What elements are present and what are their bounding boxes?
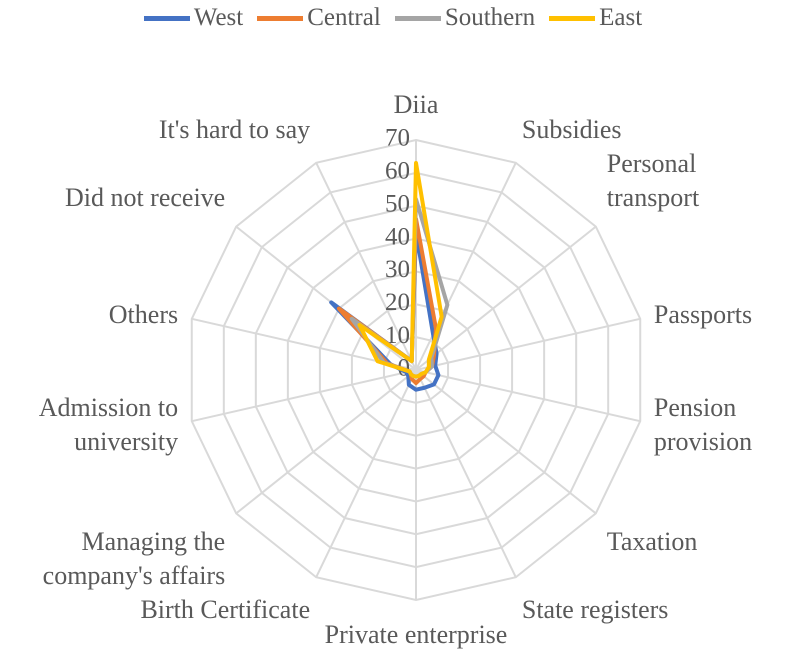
legend-label: East (599, 4, 643, 31)
spoke (315, 369, 417, 578)
spoke (415, 369, 641, 423)
r-tick-label: 20 (385, 289, 410, 316)
legend-swatch (394, 15, 441, 21)
spoke (315, 162, 417, 371)
legend-swatch (143, 15, 190, 21)
series-line (357, 161, 444, 379)
category-label: Diia (393, 90, 439, 119)
legend-label: Southern (444, 4, 536, 31)
category-label: Others (108, 299, 179, 329)
r-tick-label: 60 (385, 158, 410, 185)
legend-label: West (193, 4, 244, 31)
category-label: Admission to university (38, 393, 179, 457)
spoke (415, 225, 597, 371)
spoke (235, 225, 417, 371)
category-label: It's hard to say (158, 114, 311, 144)
r-tick-label: 30 (385, 256, 410, 283)
r-tick-label: 70 (385, 125, 410, 152)
category-label: Subsidies (521, 114, 622, 144)
spoke (235, 369, 417, 515)
spoke (415, 369, 597, 515)
category-label: Birth Certificate (140, 595, 311, 625)
category-label: Pension provision (653, 393, 753, 457)
spoke (415, 162, 517, 371)
r-tick-label: 50 (385, 190, 410, 217)
category-label: Personal transport (606, 149, 700, 213)
legend-swatch (257, 15, 304, 21)
r-tick-label: 40 (385, 223, 410, 250)
category-label: Managing the company's affairs (42, 526, 226, 590)
spoke (415, 317, 641, 371)
legend-item: East (549, 4, 642, 32)
legend-item: West (143, 4, 244, 32)
category-label: Taxation (606, 526, 698, 556)
legend: West Central Southern East (0, 4, 786, 32)
category-label: State registers (521, 595, 669, 625)
spoke (191, 369, 417, 423)
spoke (415, 369, 517, 578)
legend-label: Central (307, 4, 381, 31)
category-label: Private enterprise (324, 620, 508, 649)
legend-item: Southern (394, 4, 536, 32)
category-label: Passports (653, 299, 753, 329)
legend-item: Central (257, 4, 381, 32)
category-label: Did not receive (64, 183, 226, 213)
legend-swatch (549, 15, 596, 21)
